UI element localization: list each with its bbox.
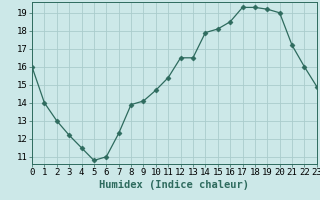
- X-axis label: Humidex (Indice chaleur): Humidex (Indice chaleur): [100, 180, 249, 190]
